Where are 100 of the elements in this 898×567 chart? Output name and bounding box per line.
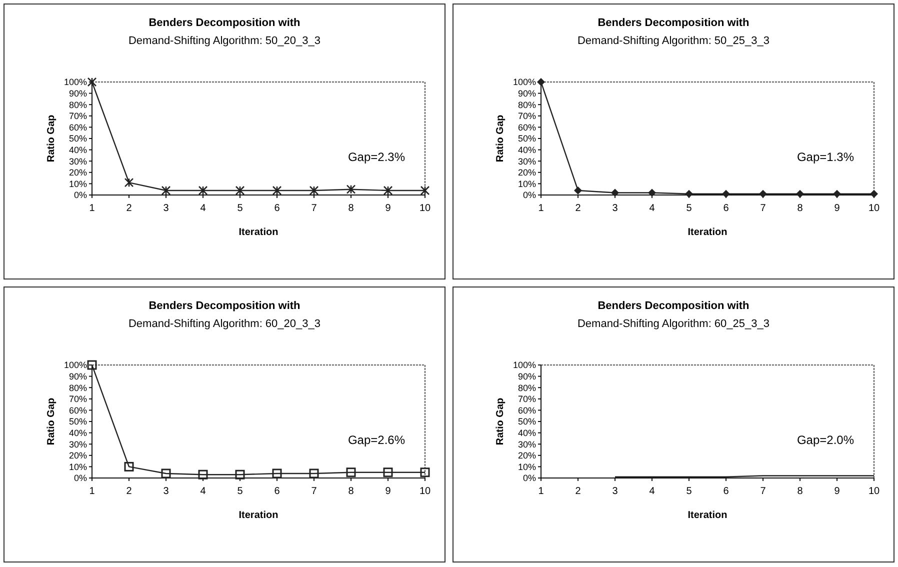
y-tick-label: 80%: [68, 382, 87, 393]
x-tick-label: 1: [89, 486, 96, 497]
x-tick-label: 8: [348, 203, 354, 214]
chart-title: Benders Decomposition with: [598, 17, 750, 29]
y-tick-label: 20%: [68, 450, 87, 461]
point: [124, 462, 134, 472]
point: [161, 186, 171, 196]
x-tick-label: 7: [311, 203, 318, 214]
x-tick-label: 1: [538, 486, 544, 497]
x-tick-label: 10: [868, 203, 880, 214]
x-tick-label: 4: [649, 203, 656, 214]
point: [198, 186, 208, 196]
y-tick-label: 10%: [518, 178, 536, 189]
y-axis-title: Ratio Gap: [46, 398, 57, 446]
point: [685, 190, 693, 198]
point: [722, 190, 730, 198]
x-tick-label: 5: [686, 203, 692, 214]
x-tick-label: 8: [348, 486, 354, 497]
point: [235, 186, 245, 196]
y-tick-label: 40%: [68, 428, 87, 438]
y-tick-label: 50%: [518, 416, 536, 427]
y-tick-label: 90%: [518, 371, 536, 382]
point: [648, 188, 656, 197]
x-tick-label: 1: [538, 203, 544, 214]
y-tick-label: 0%: [74, 473, 87, 484]
point: [611, 188, 619, 197]
x-tick-label: 2: [575, 486, 582, 497]
point: [124, 178, 134, 188]
point: [346, 468, 356, 478]
x-axis-title: Iteration: [688, 510, 728, 521]
y-tick-label: 20%: [68, 168, 87, 178]
point: [383, 468, 393, 478]
x-tick-label: 7: [760, 203, 766, 214]
y-tick-label: 60%: [518, 405, 536, 416]
point: [759, 190, 767, 198]
x-tick-label: 1: [89, 203, 96, 214]
x-tick-label: 8: [797, 486, 804, 497]
point: [796, 190, 804, 198]
x-tick-label: 10: [419, 486, 431, 497]
chart-title: Benders Decomposition with: [148, 300, 301, 312]
y-tick-label: 90%: [518, 88, 536, 98]
point: [346, 184, 356, 194]
y-tick-label: 80%: [518, 100, 536, 110]
chart-title: Benders Decomposition with: [148, 17, 301, 29]
y-tick-label: 70%: [68, 394, 87, 404]
y-tick-label: 10%: [68, 462, 87, 472]
y-tick-label: 0%: [522, 190, 536, 200]
x-tick-label: 7: [311, 486, 318, 497]
y-tick-label: 100%: [64, 77, 87, 88]
chart-subtitle: Demand-Shifting Algorithm: 60_20_3_3: [128, 318, 321, 330]
y-tick-label: 80%: [518, 382, 536, 393]
y-tick-label: 80%: [68, 100, 87, 110]
y-tick-label: 100%: [512, 360, 536, 370]
point: [198, 470, 208, 480]
x-tick-label: 3: [163, 203, 170, 214]
y-tick-label: 40%: [518, 428, 536, 438]
x-tick-label: 9: [385, 486, 392, 497]
x-axis-title: Iteration: [238, 510, 278, 521]
point: [383, 186, 393, 196]
y-tick-label: 100%: [64, 360, 87, 370]
point: [161, 468, 171, 478]
point: [537, 78, 545, 86]
x-tick-label: 2: [575, 203, 582, 214]
y-tick-label: 0%: [74, 190, 87, 200]
point: [235, 470, 245, 480]
y-axis-title: Ratio Gap: [46, 114, 57, 162]
y-tick-label: 20%: [518, 450, 536, 461]
chart-subtitle: Demand-Shifting Algorithm: 60_25_3_3: [577, 318, 770, 330]
x-tick-label: 6: [274, 486, 280, 497]
annotation: Gap=2.6%: [348, 433, 406, 448]
annotation: Gap=2.0%: [796, 433, 854, 448]
x-tick-label: 10: [419, 203, 431, 214]
x-tick-label: 9: [834, 203, 840, 214]
point: [420, 468, 430, 478]
x-tick-label: 6: [723, 203, 730, 214]
x-tick-label: 4: [649, 486, 656, 497]
y-tick-label: 60%: [518, 122, 536, 132]
x-tick-label: 2: [126, 203, 132, 214]
y-tick-label: 90%: [68, 371, 87, 382]
y-tick-label: 60%: [68, 122, 87, 132]
x-tick-label: 6: [274, 203, 280, 214]
y-tick-label: 30%: [518, 156, 536, 166]
y-tick-label: 90%: [68, 88, 87, 98]
point: [87, 360, 97, 370]
y-tick-label: 100%: [512, 77, 536, 88]
y-tick-label: 50%: [68, 416, 87, 427]
x-tick-label: 9: [385, 203, 392, 214]
annotation: Gap=2.3%: [348, 150, 406, 164]
x-tick-label: 8: [797, 203, 804, 214]
y-tick-label: 50%: [518, 134, 536, 144]
x-tick-label: 4: [200, 486, 206, 497]
y-tick-label: 20%: [518, 168, 536, 178]
x-tick-label: 5: [237, 203, 244, 214]
y-tick-label: 30%: [518, 439, 536, 450]
point: [309, 186, 319, 196]
y-tick-label: 60%: [68, 405, 87, 416]
y-tick-label: 0%: [522, 473, 536, 484]
point: [574, 186, 582, 194]
annotation: Gap=1.3%: [796, 150, 854, 164]
chart-subtitle: Demand-Shifting Algorithm: 50_20_3_3: [128, 35, 321, 47]
